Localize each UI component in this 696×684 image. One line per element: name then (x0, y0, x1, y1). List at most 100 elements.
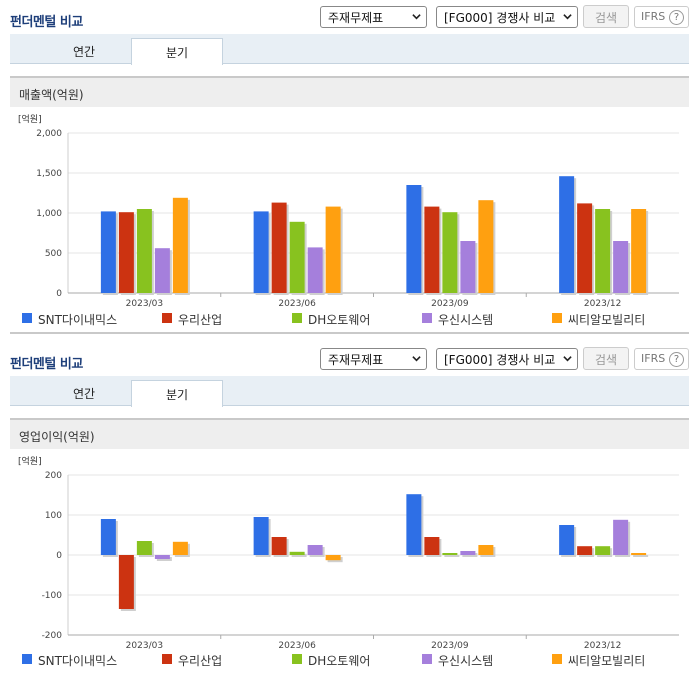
ifrs-help-button[interactable]: IFRS ? (634, 6, 689, 28)
compare-select-value: [FG000] 경쟁사 비교 (444, 11, 556, 25)
panel-divider (10, 332, 689, 334)
bar (289, 221, 305, 293)
x-tick-label: 2023/09 (431, 641, 469, 651)
bar (595, 546, 611, 555)
help-icon: ? (669, 352, 684, 367)
bar (577, 203, 593, 293)
bar (100, 519, 116, 555)
bar (406, 185, 422, 293)
bar-shadow (444, 555, 460, 557)
chevron-down-icon (412, 14, 421, 20)
bar-shadow (633, 555, 649, 557)
legend-label: 씨티알모빌리티 (568, 313, 646, 327)
bar (325, 206, 341, 293)
chevron-down-icon (412, 356, 421, 362)
legend-swatch (22, 313, 32, 323)
y-tick-label: -100 (42, 591, 63, 601)
legend-swatch (292, 654, 302, 664)
unit-label: [억원] (18, 455, 42, 467)
bar (559, 176, 575, 293)
bar (442, 553, 458, 555)
legend-swatch (422, 654, 432, 664)
fundamental-panel-sales: 펀더멘털 비교 주재무제표 [FG000] 경쟁사 비교 검색 IFRS ? 연… (0, 0, 696, 336)
legend-swatch (162, 313, 172, 323)
y-tick-label: 0 (56, 551, 62, 561)
tab-quarterly[interactable]: 분기 (131, 380, 223, 407)
search-button[interactable]: 검색 (583, 5, 629, 28)
panel-title: 펀더멘털 비교 (10, 15, 83, 30)
bar (478, 545, 494, 555)
bar (136, 541, 152, 555)
x-tick-label: 2023/12 (584, 299, 621, 309)
period-tabs: 연간 분기 (10, 34, 689, 65)
x-tick-label: 2023/03 (126, 299, 163, 309)
statement-select-value: 주재무제표 (328, 353, 384, 367)
period-tabs: 연간 분기 (10, 376, 689, 407)
x-tick-label: 2023/09 (431, 299, 469, 309)
legend-swatch (422, 313, 432, 323)
y-tick-label: 200 (45, 471, 62, 481)
bar (424, 206, 440, 293)
compare-select[interactable]: [FG000] 경쟁사 비교 (436, 348, 578, 370)
legend-label: 우신시스템 (438, 313, 494, 327)
bar (100, 211, 116, 293)
legend-swatch (162, 654, 172, 664)
legend-label: 씨티알모빌리티 (568, 654, 646, 668)
legend-label: SNT다이내믹스 (38, 654, 118, 668)
bar (118, 212, 134, 293)
statement-select[interactable]: 주재무제표 (320, 348, 427, 370)
bar (253, 211, 269, 293)
bar (172, 541, 188, 555)
bar (460, 241, 476, 293)
bar (289, 551, 305, 555)
bar (307, 247, 323, 293)
bar (172, 197, 188, 293)
legend-label: 우리산업 (178, 313, 223, 327)
bar (154, 248, 170, 293)
bar (271, 202, 287, 293)
legend-swatch (552, 313, 562, 323)
chart-title: 영업이익(억원) (10, 418, 689, 449)
legend-swatch (22, 654, 32, 664)
fundamental-panel-operating-profit: 펀더멘털 비교 주재무제표 [FG000] 경쟁사 비교 검색 IFRS ? 연… (0, 342, 696, 684)
bar (271, 537, 287, 555)
tab-quarterly[interactable]: 분기 (131, 38, 223, 65)
bar (613, 519, 629, 555)
bar (307, 545, 323, 555)
legend-label: DH오토웨어 (308, 654, 371, 668)
bar (577, 546, 593, 555)
compare-select-value: [FG000] 경쟁사 비교 (444, 353, 556, 367)
ifrs-label: IFRS (641, 352, 666, 365)
bar (406, 494, 422, 555)
bar (631, 553, 647, 555)
bar (613, 241, 629, 293)
bar (253, 517, 269, 555)
x-tick-label: 2023/12 (584, 641, 621, 651)
legend-label: SNT다이내믹스 (38, 313, 118, 327)
ifrs-label: IFRS (641, 10, 666, 23)
y-tick-label: 1,000 (36, 209, 62, 219)
tab-annual[interactable]: 연간 (72, 45, 96, 59)
bar (325, 555, 341, 561)
legend-label: 우신시스템 (438, 654, 494, 668)
legend-swatch (292, 313, 302, 323)
y-tick-label: -200 (42, 631, 63, 641)
statement-select-value: 주재무제표 (328, 11, 384, 25)
tab-annual[interactable]: 연간 (72, 387, 96, 401)
y-tick-label: 0 (56, 289, 62, 299)
chart-title: 매출액(억원) (10, 76, 689, 107)
ifrs-help-button[interactable]: IFRS ? (634, 348, 689, 370)
help-icon: ? (669, 10, 684, 25)
bar (595, 209, 611, 293)
bar (478, 200, 494, 293)
bar (631, 209, 647, 293)
legend-swatch (552, 654, 562, 664)
compare-select[interactable]: [FG000] 경쟁사 비교 (436, 6, 578, 28)
statement-select[interactable]: 주재무제표 (320, 6, 427, 28)
operating-profit-bar-chart: [억원] -200 -100 0 100 200 2023/03 2023/06 2023/09… (18, 455, 679, 651)
y-tick-label: 2,000 (36, 129, 62, 139)
x-tick-label: 2023/06 (278, 641, 316, 651)
y-tick-label: 100 (45, 511, 62, 521)
search-button[interactable]: 검색 (583, 347, 629, 370)
y-tick-label: 1,500 (36, 169, 62, 179)
